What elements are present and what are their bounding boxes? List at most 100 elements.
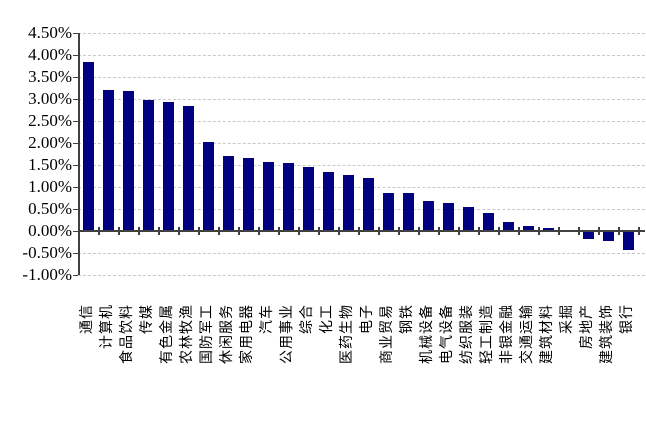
x-label-cell-交通运输: 交通运输 <box>518 304 538 384</box>
y-tick-label: 1.00% <box>28 177 72 196</box>
x-tick <box>318 227 320 235</box>
plot-area <box>73 32 645 276</box>
x-tick <box>78 227 80 235</box>
x-label-cell-休闲服务: 休闲服务 <box>218 304 238 384</box>
bar-建筑材料 <box>542 228 554 231</box>
x-axis-labels: 通信 计算机 食品饮料 传媒 有色金属 农林牧渔 国防军工 休闲服务 家用电器 汽车 公用事业 综合化… <box>78 304 645 384</box>
y-tick-label: 0.50% <box>28 199 72 218</box>
x-label-cell-轻工制造: 轻工制造 <box>478 304 498 384</box>
bar-国防军工 <box>202 141 214 231</box>
x-tick <box>358 227 360 235</box>
bar-银行 <box>622 231 634 250</box>
bar-钢铁 <box>402 193 414 231</box>
x-tick-label: 建筑装饰 <box>600 304 615 364</box>
x-label-cell-食品饮料: 食品饮料 <box>118 304 138 384</box>
bar-电气设备 <box>442 202 454 231</box>
x-tick-label: 建筑材料 <box>540 304 555 364</box>
y-tick <box>73 274 78 276</box>
x-tick-label: 机械设备 <box>420 304 435 364</box>
x-label-cell-有色金属: 有色金属 <box>158 304 178 384</box>
x-tick <box>618 227 620 235</box>
x-label-cell-建筑材料: 建筑材料 <box>538 304 558 384</box>
x-label-cell-通信: 通信 <box>78 304 98 384</box>
x-tick <box>398 227 400 235</box>
x-tick-label: 综合 <box>300 304 315 334</box>
x-tick <box>218 227 220 235</box>
bar-有色金属 <box>162 101 174 231</box>
x-label-cell-公用事业: 公用事业 <box>278 304 298 384</box>
x-tick <box>338 227 340 235</box>
x-tick-label: 食品饮料 <box>120 304 135 364</box>
bar-传媒 <box>142 100 154 231</box>
bar-医药生物 <box>342 174 354 231</box>
bar-家用电器 <box>242 157 254 231</box>
x-tick <box>98 227 100 235</box>
bar-计算机 <box>102 90 114 231</box>
x-label-cell-农林牧渔: 农林牧渔 <box>178 304 198 384</box>
y-tick <box>73 54 78 56</box>
y-tick <box>73 164 78 166</box>
x-tick-label: 交通运输 <box>520 304 535 364</box>
x-axis-line <box>78 230 645 232</box>
x-tick <box>198 227 200 235</box>
bar-轻工制造 <box>482 212 494 231</box>
x-label-cell-传媒: 传媒 <box>138 304 158 384</box>
x-tick <box>538 227 540 235</box>
x-tick-label: 房地产 <box>580 304 595 349</box>
y-tick <box>73 208 78 210</box>
x-label-cell-采掘: 采掘 <box>558 304 578 384</box>
bar-交通运输 <box>522 226 534 231</box>
bar-机械设备 <box>422 200 434 231</box>
gridline-4.00% <box>78 55 645 56</box>
x-label-cell-机械设备: 机械设备 <box>418 304 438 384</box>
y-tick-label: 1.50% <box>28 155 72 174</box>
x-label-cell-化工: 化工 <box>318 304 338 384</box>
bar-汽车 <box>262 161 274 231</box>
bar-纺织服装 <box>462 206 474 231</box>
y-tick <box>73 186 78 188</box>
x-tick-label: 通信 <box>80 304 95 334</box>
x-label-cell-建筑装饰: 建筑装饰 <box>598 304 618 384</box>
x-tick-label: 休闲服务 <box>220 304 235 364</box>
x-tick <box>578 227 580 235</box>
y-tick-label: 4.50% <box>28 23 72 42</box>
y-tick <box>73 32 78 34</box>
y-axis-line <box>78 33 80 275</box>
bar-电子 <box>362 178 374 231</box>
x-tick <box>518 227 520 235</box>
x-label-cell-电气设备: 电气设备 <box>438 304 458 384</box>
x-tick <box>118 227 120 235</box>
x-tick <box>258 227 260 235</box>
x-tick <box>238 227 240 235</box>
bar-休闲服务 <box>222 156 234 231</box>
bar-农林牧渔 <box>182 105 194 231</box>
bar-综合 <box>302 166 314 231</box>
y-tick-label: 0.00% <box>28 221 72 240</box>
x-label-cell-电子: 电子 <box>358 304 378 384</box>
x-tick-label: 采掘 <box>560 304 575 334</box>
y-tick-label: -1.00% <box>22 265 72 284</box>
x-tick <box>278 227 280 235</box>
x-label-cell-房地产: 房地产 <box>578 304 598 384</box>
x-tick-label: 传媒 <box>140 304 155 334</box>
y-tick-label: 4.00% <box>28 45 72 64</box>
x-label-cell-综合: 综合 <box>298 304 318 384</box>
x-tick-label: 计算机 <box>100 304 115 349</box>
x-label-cell-钢铁: 钢铁 <box>398 304 418 384</box>
x-tick-label: 纺织服装 <box>460 304 475 364</box>
y-tick <box>73 98 78 100</box>
x-tick-label: 银行 <box>620 304 635 334</box>
gridline-2.00% <box>78 143 645 144</box>
x-label-cell-非银金融: 非银金融 <box>498 304 518 384</box>
gridline-0.50% <box>78 209 645 210</box>
x-tick-label: 农林牧渔 <box>180 304 195 364</box>
y-tick <box>73 230 78 232</box>
y-tick <box>73 142 78 144</box>
gridline--1.00% <box>78 275 645 276</box>
x-tick <box>438 227 440 235</box>
x-label-cell-商业贸易: 商业贸易 <box>378 304 398 384</box>
x-tick-label: 有色金属 <box>160 304 175 364</box>
bar-公用事业 <box>282 162 294 231</box>
x-tick <box>598 227 600 235</box>
